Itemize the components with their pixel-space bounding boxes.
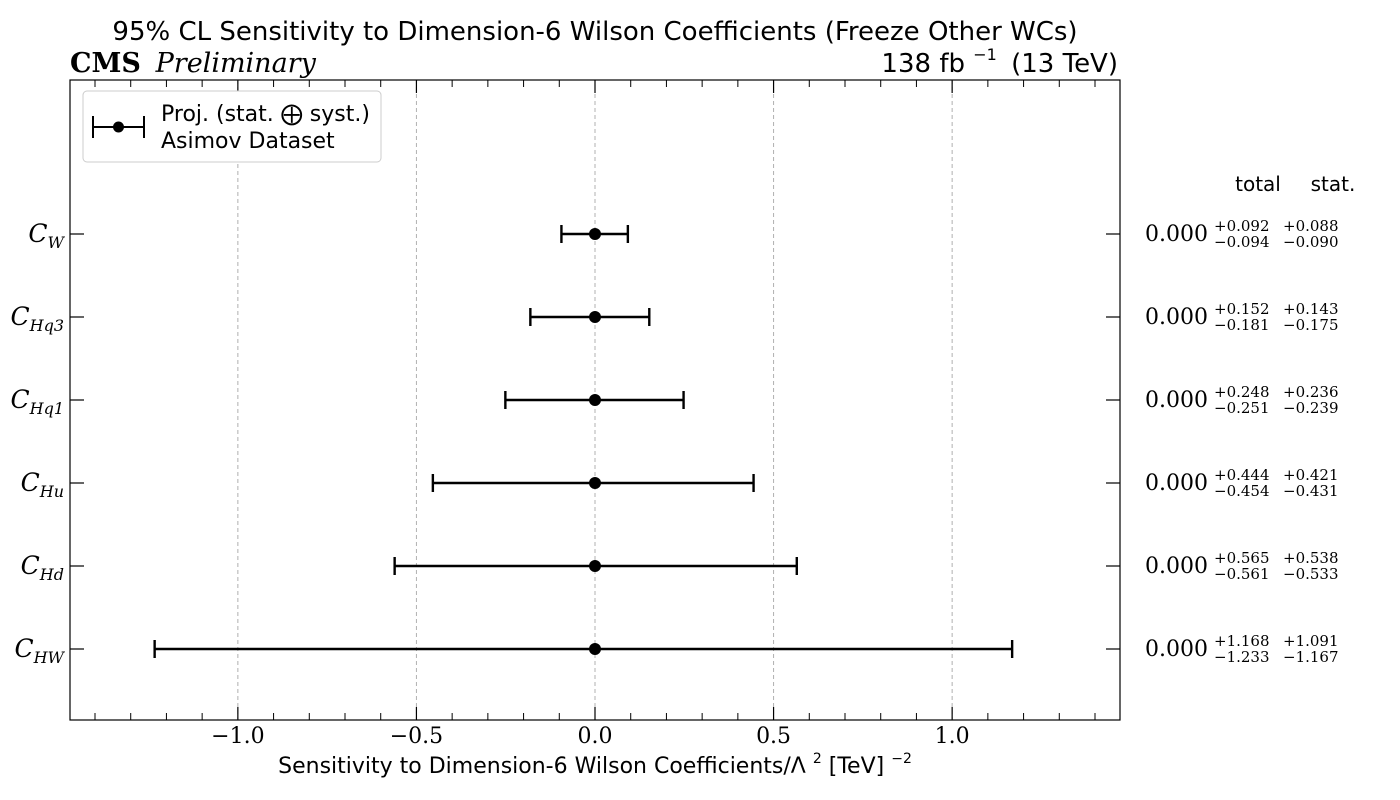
stat-down: −0.175: [1283, 316, 1339, 334]
y-label: CHd: [21, 551, 64, 584]
data-point: [589, 311, 601, 323]
central-value: 0.000: [1145, 637, 1208, 662]
data-point: [589, 643, 601, 655]
total-up: +0.444: [1214, 466, 1270, 484]
lumi-value: 138 fb: [881, 49, 965, 79]
series-points: [153, 225, 1014, 658]
data-point: [589, 477, 601, 489]
stat-up: +0.143: [1283, 300, 1339, 318]
minor-ticks: [94, 80, 1096, 720]
central-value: 0.000: [1145, 305, 1208, 330]
stat-down: −0.533: [1283, 565, 1339, 583]
experiment-name: CMS: [70, 48, 141, 79]
stat-up: +0.088: [1283, 217, 1339, 235]
total-down: −1.233: [1214, 648, 1270, 666]
lumi-energy: (13 TeV): [1011, 49, 1118, 79]
total-up: +0.248: [1214, 383, 1270, 401]
legend-line-1: Proj. (stat. ⨁ syst.): [161, 102, 370, 127]
central-value: 0.000: [1145, 554, 1208, 579]
x-tick-label: 0.5: [756, 724, 791, 749]
total-down: −0.251: [1214, 399, 1270, 417]
central-value: 0.000: [1145, 222, 1208, 247]
stat-down: −1.167: [1283, 648, 1339, 666]
stat-down: −0.090: [1283, 233, 1339, 251]
data-point: [589, 560, 601, 572]
lumi-exponent: −1: [973, 45, 997, 64]
y-label: CHu: [21, 468, 64, 501]
y-label: CW: [28, 219, 65, 252]
experiment-status: Preliminary: [155, 48, 317, 79]
total-up: +0.565: [1214, 549, 1270, 567]
x-axis-label-unit: [TeV]: [829, 754, 884, 779]
data-point: [589, 228, 601, 240]
total-down: −0.094: [1214, 233, 1270, 251]
data-point: [589, 394, 601, 406]
grid-lines: [237, 80, 953, 720]
y-label: CHq3: [10, 302, 64, 335]
y-axis-ticks: [70, 233, 1120, 650]
table-header-stat: stat.: [1311, 172, 1356, 196]
total-down: −0.561: [1214, 565, 1270, 583]
total-up: +0.152: [1214, 300, 1270, 318]
stat-up: +0.236: [1283, 383, 1339, 401]
total-up: +0.092: [1214, 217, 1270, 235]
x-axis-ticks: −1.0 −0.5 0.0 0.5 1.0: [211, 80, 970, 749]
legend-box: [82, 90, 382, 163]
legend-line-2: Asimov Dataset: [161, 129, 335, 154]
experiment-label: CMS Preliminary: [70, 48, 317, 79]
total-down: −0.181: [1214, 316, 1270, 334]
total-up: +1.168: [1214, 632, 1270, 650]
y-label: CHq1: [10, 385, 64, 418]
x-axis-label-main: Sensitivity to Dimension-6 Wilson Coeffi…: [278, 754, 806, 779]
legend: Proj. (stat. ⨁ syst.) Asimov Dataset: [82, 90, 382, 163]
x-axis-label-sup: 2: [813, 751, 822, 767]
x-tick-label: −0.5: [390, 724, 443, 749]
x-axis-label: Sensitivity to Dimension-6 Wilson Coeffi…: [278, 744, 912, 779]
stat-down: −0.431: [1283, 482, 1339, 500]
stat-up: +1.091: [1283, 632, 1339, 650]
stat-up: +0.421: [1283, 466, 1339, 484]
stat-up: +0.538: [1283, 549, 1339, 567]
central-value: 0.000: [1145, 388, 1208, 413]
lumi-label: 138 fb −1 (13 TeV): [881, 37, 1118, 79]
legend-marker-icon: [92, 116, 145, 138]
table-header-total: total: [1235, 172, 1281, 196]
y-label: CHW: [14, 634, 65, 667]
central-value: 0.000: [1145, 471, 1208, 496]
results-table: 0.000 +0.092−0.094 +0.088−0.090 0.000 +0.152…: [1145, 217, 1339, 666]
chart-title: 95% CL Sensitivity to Dimension-6 Wilson…: [112, 17, 1077, 47]
x-tick-label: −1.0: [211, 724, 264, 749]
x-tick-label: 1.0: [935, 724, 970, 749]
stat-down: −0.239: [1283, 399, 1339, 417]
x-tick-label: 0.0: [578, 724, 613, 749]
total-down: −0.454: [1214, 482, 1270, 500]
x-axis-label-unit-sup: −2: [891, 751, 912, 767]
y-axis-labels: CW CHq3 CHq1 CHu CHd CHW: [10, 219, 65, 667]
